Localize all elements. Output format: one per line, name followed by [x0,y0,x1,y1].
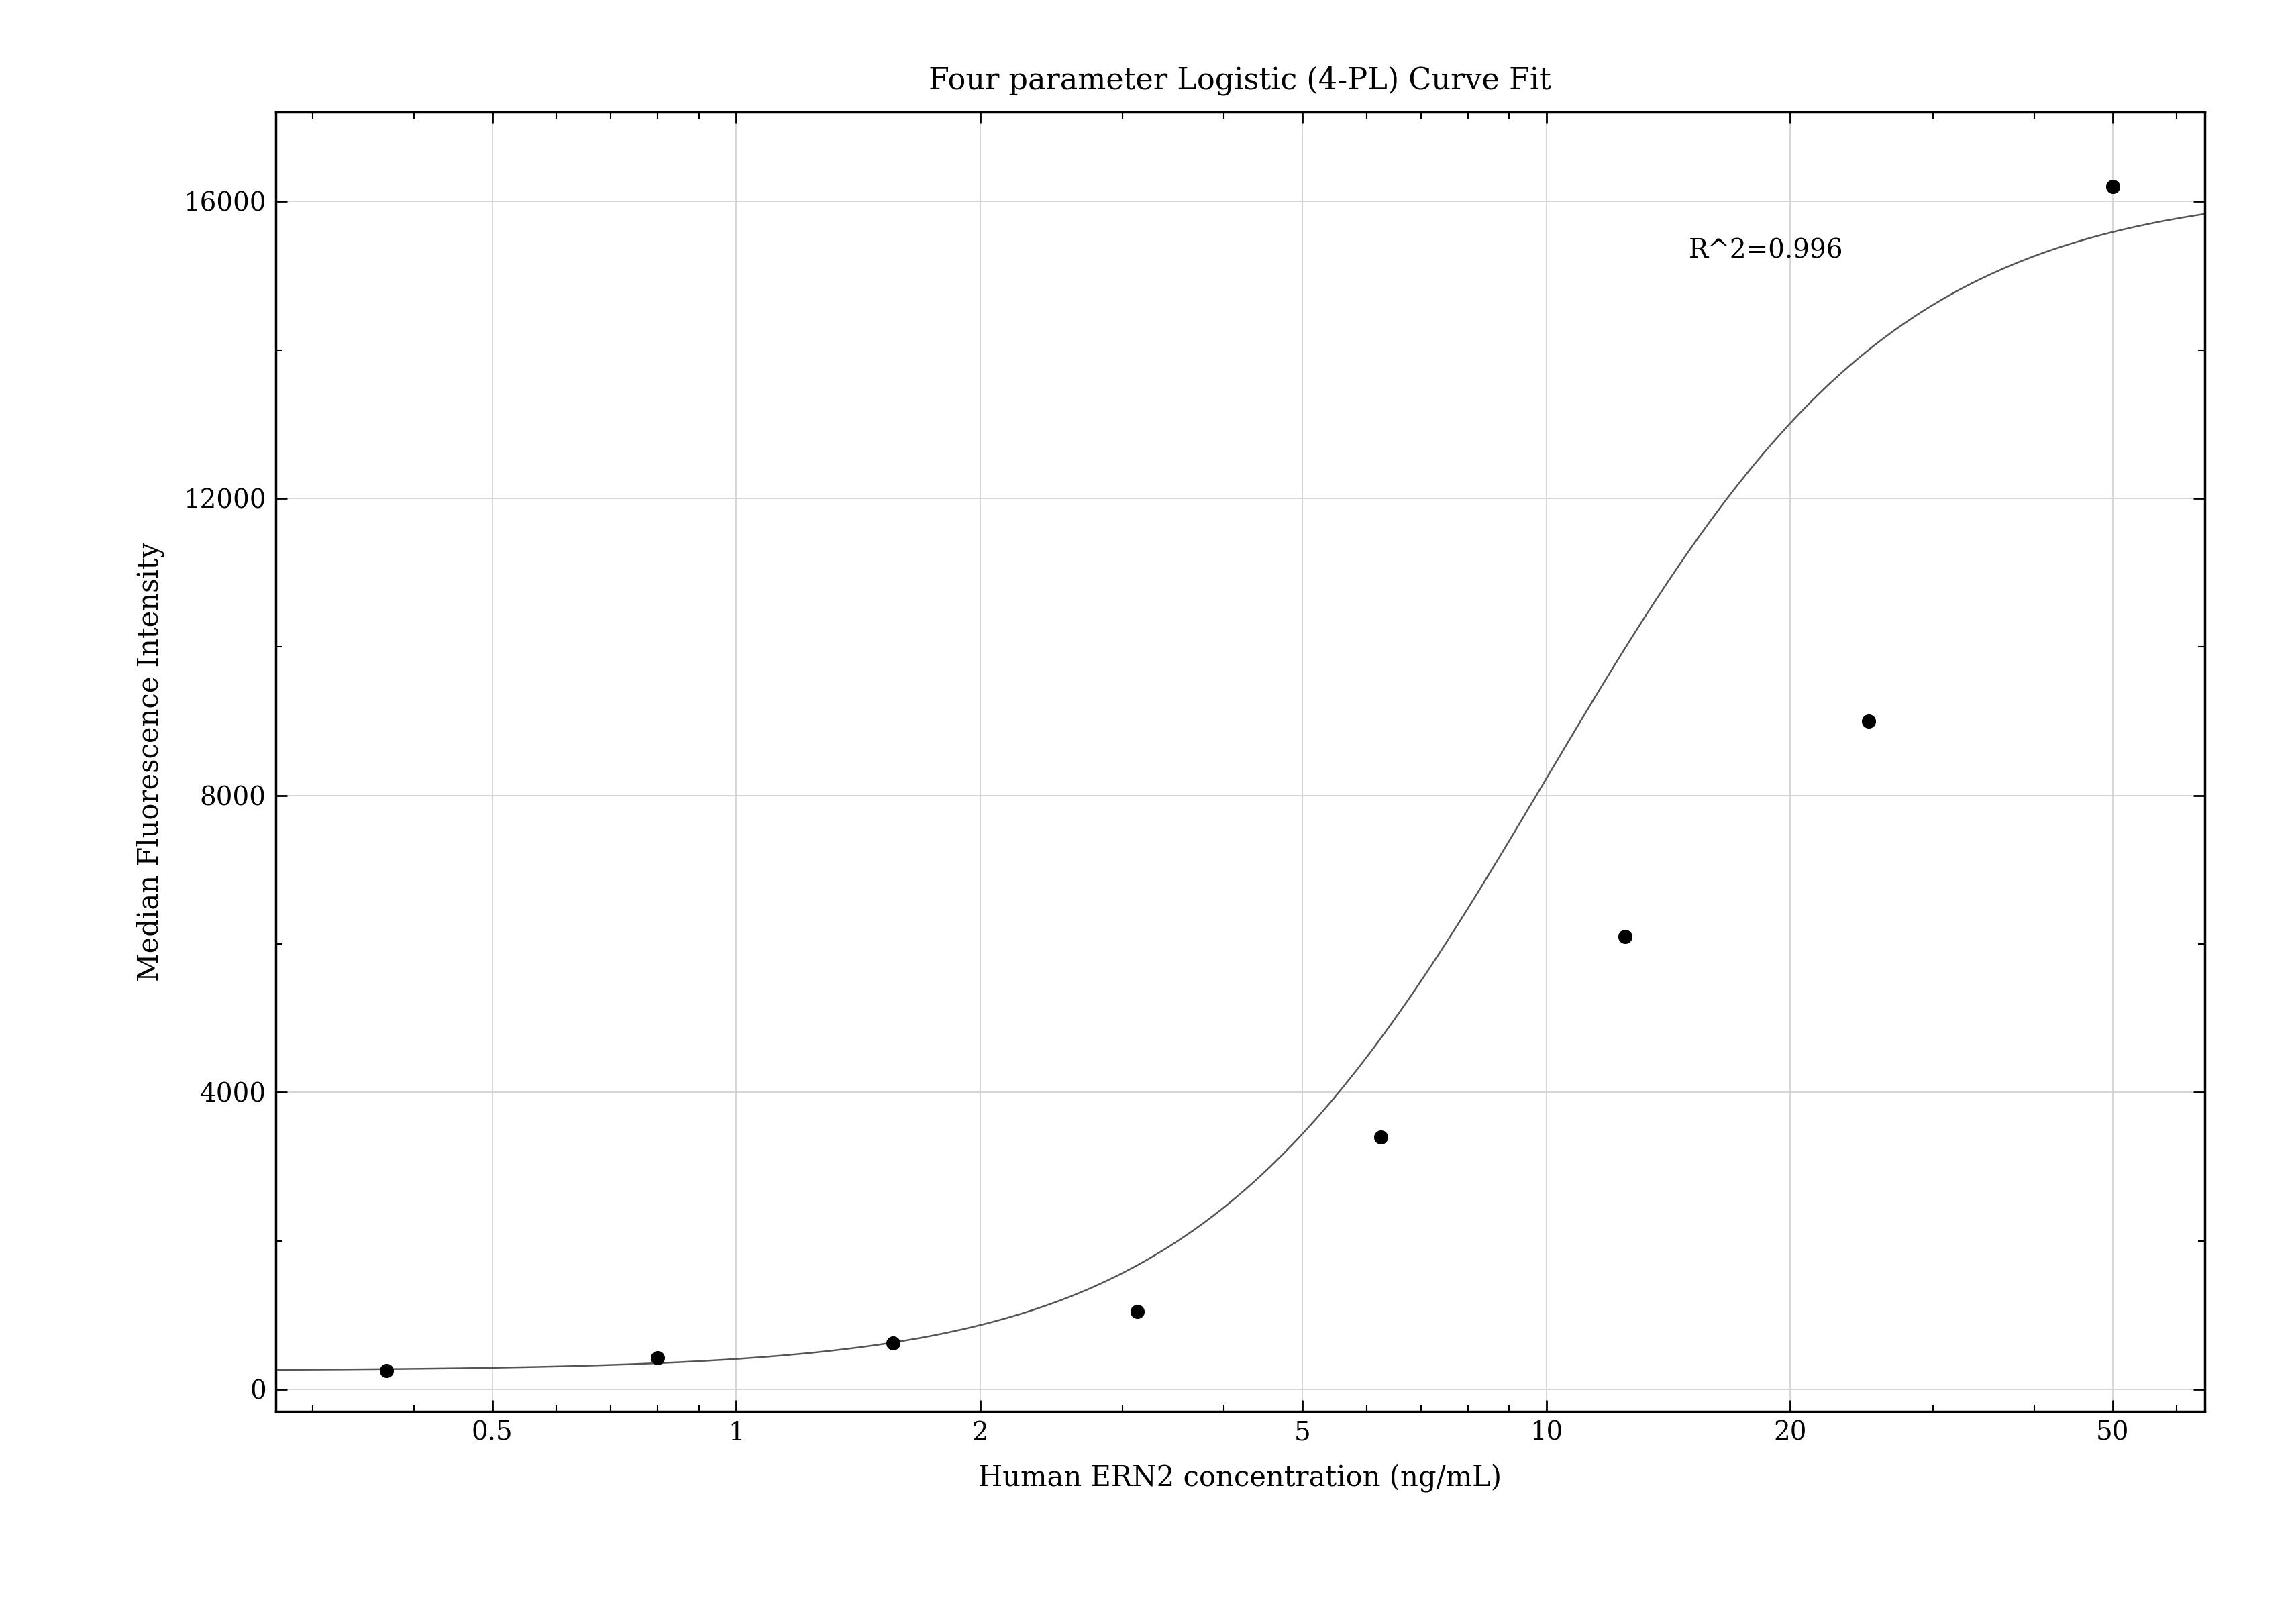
Point [1118,1299,1155,1325]
Point [1851,709,1887,735]
Point [875,1330,912,1355]
Point [638,1346,675,1371]
X-axis label: Human ERN2 concentration (ng/mL): Human ERN2 concentration (ng/mL) [978,1464,1502,1493]
Point [1605,924,1642,950]
Point [367,1359,404,1384]
Point [1362,1124,1398,1150]
Y-axis label: Median Fluorescence Intensity: Median Fluorescence Intensity [135,542,165,982]
Text: R^2=0.996: R^2=0.996 [1688,239,1844,263]
Title: Four parameter Logistic (4-PL) Curve Fit: Four parameter Logistic (4-PL) Curve Fit [928,66,1552,95]
Point [2094,173,2131,199]
